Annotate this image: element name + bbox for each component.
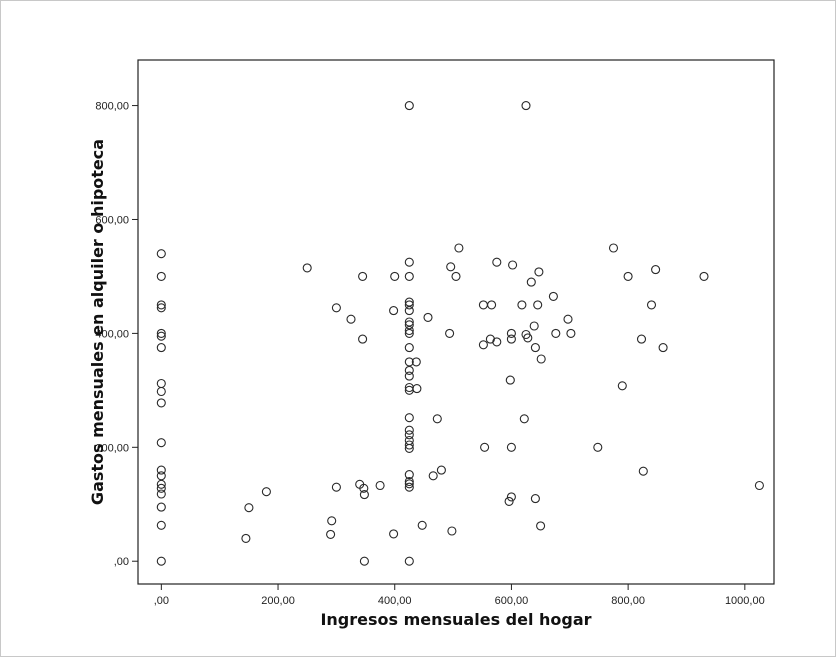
data-point: [157, 250, 165, 258]
data-point: [755, 482, 763, 490]
data-point: [506, 376, 514, 384]
data-point: [448, 527, 456, 535]
data-point: [245, 504, 253, 512]
data-points: [157, 102, 763, 566]
data-point: [376, 482, 384, 490]
x-tick-label: ,00: [154, 595, 169, 607]
data-point: [405, 426, 413, 434]
x-axis-ticks: ,00 200,00 400,00 600,00 800,00 1000,00: [154, 584, 765, 607]
data-point: [332, 304, 340, 312]
data-point: [452, 272, 460, 280]
data-point: [638, 335, 646, 343]
data-point: [652, 266, 660, 274]
data-point: [564, 315, 572, 323]
data-point: [413, 385, 421, 393]
y-tick-label: 800,00: [95, 101, 129, 113]
data-point: [303, 264, 311, 272]
data-point: [405, 344, 413, 352]
data-point: [347, 315, 355, 323]
data-point: [157, 472, 165, 480]
data-point: [624, 272, 632, 280]
data-point: [327, 530, 335, 538]
data-point: [359, 272, 367, 280]
x-tick-label: 200,00: [261, 595, 295, 607]
data-point: [157, 399, 165, 407]
data-point: [479, 341, 487, 349]
data-point: [481, 443, 489, 451]
x-tick-label: 400,00: [378, 595, 412, 607]
data-point: [594, 443, 602, 451]
data-point: [446, 329, 454, 337]
data-point: [157, 490, 165, 498]
data-point: [534, 301, 542, 309]
data-point: [549, 292, 557, 300]
data-point: [157, 272, 165, 280]
data-point: [391, 272, 399, 280]
data-point: [157, 503, 165, 511]
data-point: [567, 329, 575, 337]
data-point: [700, 272, 708, 280]
data-point: [610, 244, 618, 252]
data-point: [493, 258, 501, 266]
x-tick-label: 600,00: [495, 595, 529, 607]
data-point: [262, 488, 270, 496]
data-point: [447, 263, 455, 271]
data-point: [648, 301, 656, 309]
data-point: [405, 557, 413, 565]
data-point: [552, 329, 560, 337]
data-point: [479, 301, 487, 309]
data-point: [531, 344, 539, 352]
data-point: [537, 355, 545, 363]
data-point: [493, 338, 501, 346]
y-axis-title: Gastos mensuales en alquiler o hipoteca: [88, 139, 107, 505]
x-axis-title: Ingresos mensuales del hogar: [320, 610, 591, 629]
data-point: [157, 557, 165, 565]
data-point: [659, 344, 667, 352]
data-point: [405, 272, 413, 280]
data-point: [157, 439, 165, 447]
data-point: [429, 472, 437, 480]
data-point: [157, 344, 165, 352]
data-point: [242, 534, 250, 542]
data-point: [405, 102, 413, 110]
data-point: [527, 278, 535, 286]
data-point: [390, 530, 398, 538]
data-point: [405, 307, 413, 315]
data-point: [405, 258, 413, 266]
data-point: [535, 268, 543, 276]
data-point: [437, 466, 445, 474]
data-point: [360, 557, 368, 565]
x-tick-label: 1000,00: [725, 595, 765, 607]
data-point: [433, 415, 441, 423]
y-tick-label: ,00: [114, 556, 129, 568]
data-point: [522, 102, 530, 110]
data-point: [488, 301, 496, 309]
data-point: [518, 301, 526, 309]
data-point: [639, 467, 647, 475]
data-point: [530, 322, 538, 330]
data-point: [390, 307, 398, 315]
data-point: [405, 372, 413, 380]
data-point: [455, 244, 463, 252]
data-point: [520, 415, 528, 423]
data-point: [328, 517, 336, 525]
data-point: [509, 261, 517, 269]
data-point: [157, 388, 165, 396]
data-point: [157, 380, 165, 388]
x-tick-label: 800,00: [611, 595, 645, 607]
plot-area: [138, 60, 774, 584]
data-point: [405, 414, 413, 422]
data-point: [424, 313, 432, 321]
data-point: [332, 483, 340, 491]
data-point: [537, 522, 545, 530]
data-point: [507, 335, 515, 343]
data-point: [418, 521, 426, 529]
data-point: [359, 335, 367, 343]
data-point: [157, 521, 165, 529]
data-point: [531, 495, 539, 503]
data-point: [507, 443, 515, 451]
data-point: [618, 382, 626, 390]
